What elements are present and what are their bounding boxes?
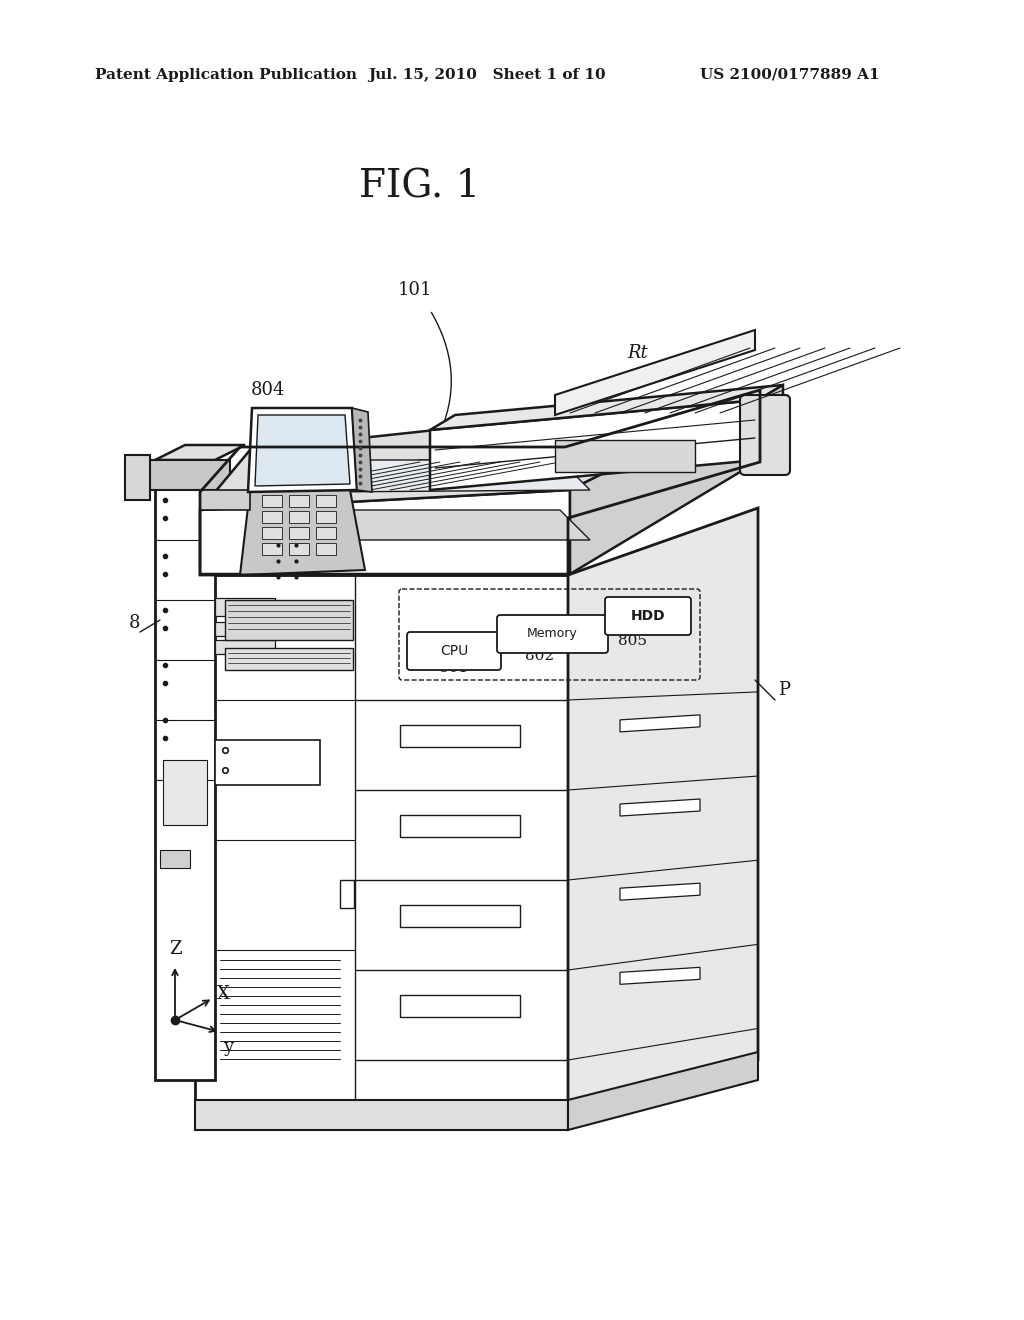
Polygon shape [555,330,755,414]
Text: Patent Application Publication: Patent Application Publication [95,69,357,82]
Polygon shape [125,459,230,490]
Text: X: X [217,985,229,1003]
Polygon shape [310,459,590,492]
Bar [340,880,354,908]
Polygon shape [310,510,590,540]
FancyBboxPatch shape [407,632,501,671]
Polygon shape [255,414,350,486]
Polygon shape [620,715,700,731]
Bar [316,543,336,554]
Polygon shape [200,490,250,510]
Bar [262,495,282,507]
Text: 805: 805 [618,634,647,648]
Polygon shape [200,490,570,574]
Text: HDD: HDD [631,609,666,623]
Polygon shape [155,459,215,1080]
Polygon shape [758,385,783,459]
Text: 802: 802 [525,649,555,663]
Text: 801: 801 [439,661,469,675]
Bar [316,495,336,507]
Text: Z: Z [169,940,181,958]
Text: R: R [770,401,783,418]
Bar [225,648,353,671]
Polygon shape [125,455,150,500]
Text: US 2100/0177889 A1: US 2100/0177889 A1 [700,69,880,82]
FancyBboxPatch shape [497,615,608,653]
Bar [262,511,282,523]
Polygon shape [620,883,700,900]
Bar [225,601,353,640]
Bar [215,622,275,636]
Polygon shape [352,408,372,492]
FancyBboxPatch shape [605,597,691,635]
Polygon shape [620,799,700,816]
Text: y: y [223,1038,233,1056]
Bar [316,511,336,523]
Text: Memory: Memory [526,627,578,640]
Polygon shape [568,508,758,1110]
Bar [400,906,520,927]
Text: 803: 803 [383,454,417,473]
Polygon shape [620,968,700,985]
Polygon shape [568,1052,758,1130]
Polygon shape [430,385,783,430]
FancyBboxPatch shape [740,395,790,475]
Polygon shape [195,576,568,1110]
Bar [400,995,520,1016]
Polygon shape [200,395,760,510]
Bar [289,511,309,523]
Text: 8: 8 [128,614,140,632]
Bar [163,760,207,825]
Bar [289,543,309,554]
Polygon shape [248,408,357,492]
Text: FIG. 1: FIG. 1 [359,168,480,205]
Bar [289,495,309,507]
Text: 804: 804 [251,381,286,399]
Bar [400,725,520,747]
Text: 101: 101 [397,281,432,300]
Bar [262,527,282,539]
Bar [316,527,336,539]
Bar [215,741,319,785]
Text: Rt: Rt [628,345,648,362]
Bar [400,814,520,837]
Polygon shape [155,445,245,459]
Text: Jul. 15, 2010   Sheet 1 of 10: Jul. 15, 2010 Sheet 1 of 10 [368,69,605,82]
Text: CPU: CPU [440,644,468,657]
Polygon shape [430,400,758,490]
Bar [555,440,695,473]
Polygon shape [260,459,590,490]
Bar [215,598,275,616]
Polygon shape [240,490,365,576]
Polygon shape [195,1100,568,1130]
Polygon shape [570,395,760,574]
Bar [289,527,309,539]
Bar [160,850,190,869]
Text: P: P [778,681,790,700]
Bar [262,543,282,554]
Bar [215,640,275,653]
